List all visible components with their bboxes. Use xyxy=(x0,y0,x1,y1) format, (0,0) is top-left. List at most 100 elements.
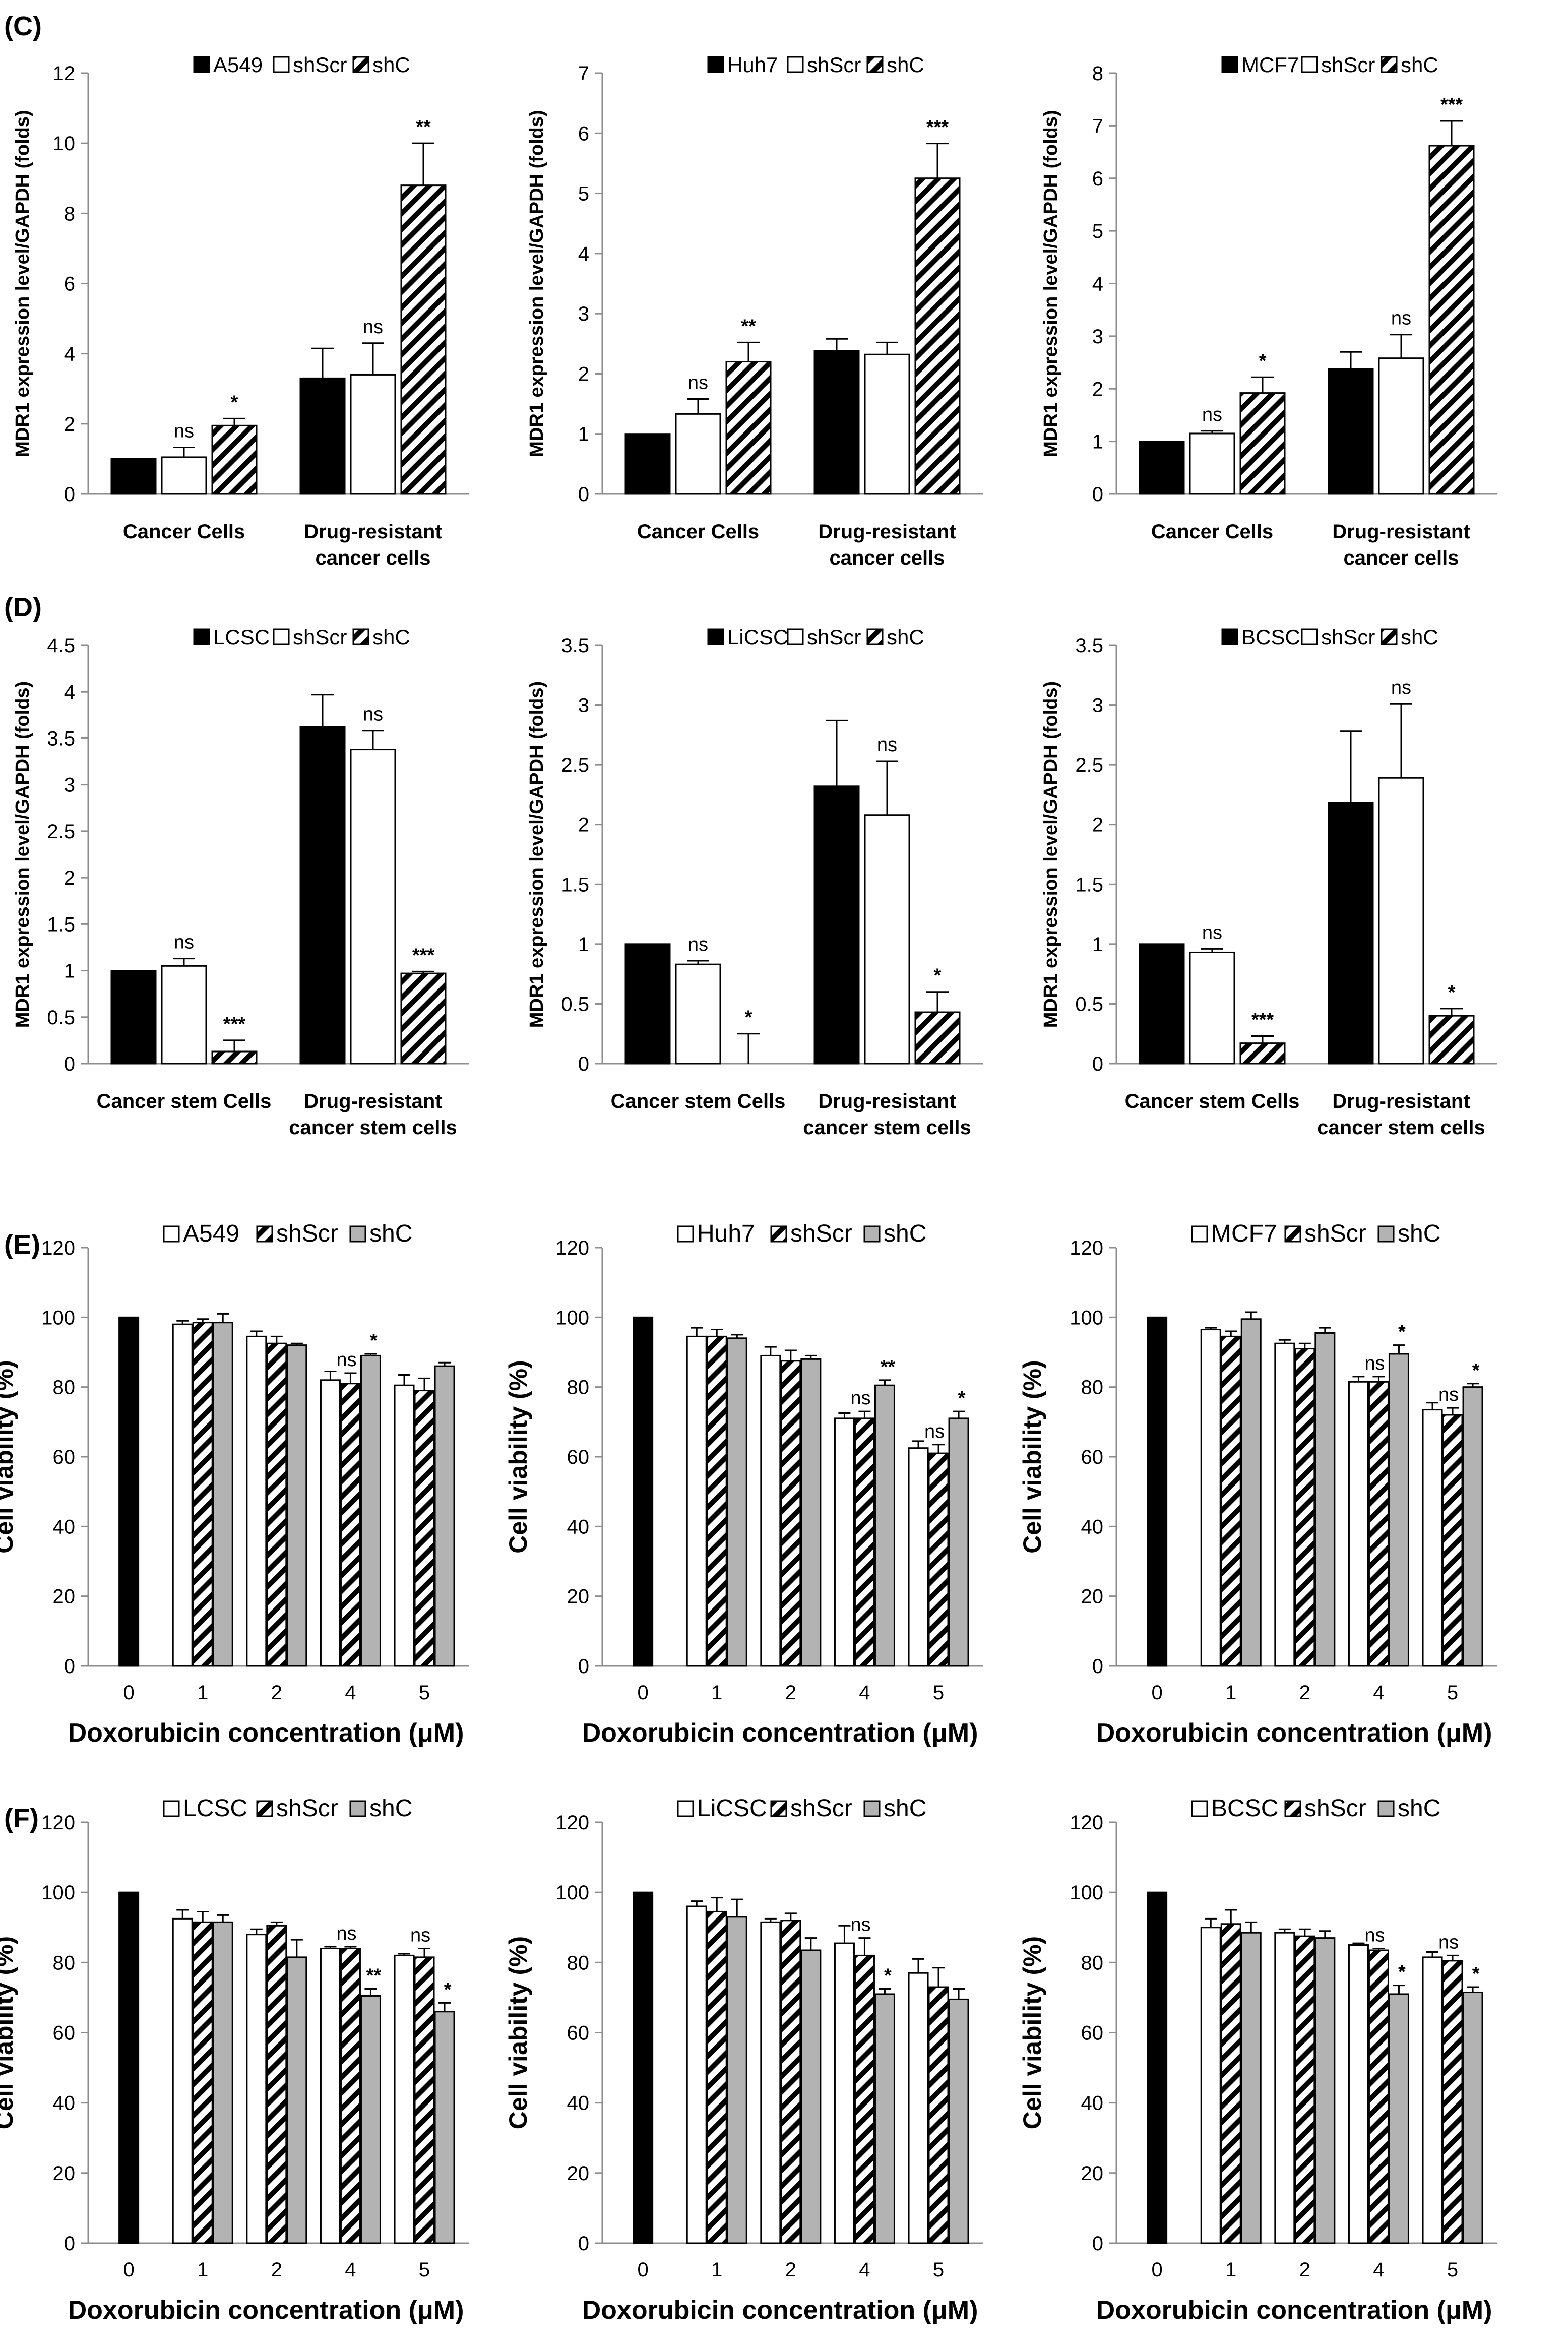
bar xyxy=(1428,145,1475,495)
legend-label: A549 xyxy=(183,1220,239,1247)
error-bar xyxy=(1201,430,1223,434)
error-bar xyxy=(362,730,384,750)
significance-label: ns xyxy=(410,1925,430,1946)
bar xyxy=(246,1934,267,2244)
legend-swatch xyxy=(163,1800,180,1817)
y-tick-label: 2 xyxy=(1092,814,1103,836)
y-tick-label: 1 xyxy=(64,960,75,982)
x-tick-label: 5 xyxy=(933,2259,944,2281)
error-bar xyxy=(912,1440,925,1448)
bar xyxy=(1240,1932,1262,2244)
legend-swatch xyxy=(193,628,210,645)
bar xyxy=(414,1390,435,1667)
bar xyxy=(299,377,346,495)
error-bar xyxy=(398,1953,411,1956)
bar xyxy=(211,1050,258,1065)
legend-label: BCSC xyxy=(1241,625,1300,649)
legend-label: Huh7 xyxy=(697,1220,755,1247)
legend-swatch xyxy=(1377,1225,1395,1243)
error-bar xyxy=(398,1374,411,1386)
bar xyxy=(1442,1960,1463,2244)
bar xyxy=(400,184,447,495)
error-bar xyxy=(1440,120,1463,146)
bar xyxy=(1274,1342,1295,1667)
error-bar xyxy=(784,1349,797,1361)
significance-label: *** xyxy=(412,945,435,966)
legend-swatch xyxy=(349,1225,366,1243)
error-bar xyxy=(173,958,195,966)
y-tick-label: 0 xyxy=(64,1655,75,1678)
bar xyxy=(360,1354,381,1667)
y-tick-label: 2 xyxy=(64,413,75,436)
legend-swatch xyxy=(770,1225,787,1243)
bar xyxy=(706,1335,727,1667)
y-tick-label: 1 xyxy=(578,934,589,956)
bar xyxy=(1314,1937,1336,2244)
legend-swatch xyxy=(256,1225,273,1243)
bar xyxy=(760,1921,781,2244)
error-bar xyxy=(173,446,195,457)
error-bar xyxy=(176,1909,189,1919)
error-bar xyxy=(364,1353,377,1356)
bar xyxy=(813,350,860,495)
y-tick-label: 80 xyxy=(1081,1377,1104,1399)
bar xyxy=(686,1905,707,2244)
y-tick-label: 3.5 xyxy=(561,635,589,657)
legend-label: shC xyxy=(1401,625,1438,649)
y-tick-label: 40 xyxy=(567,2092,590,2115)
y-tick-label: 4 xyxy=(64,343,75,365)
legend-label: shScr xyxy=(1304,1220,1366,1247)
legend-label: shScr xyxy=(1304,1795,1366,1822)
y-tick-label: 60 xyxy=(53,1446,76,1468)
error-bar xyxy=(290,1342,303,1345)
legend-label: shScr xyxy=(790,1795,852,1822)
error-bar xyxy=(858,1937,871,1956)
bar xyxy=(1274,1932,1295,2244)
y-tick-label: 3 xyxy=(578,303,589,325)
bar xyxy=(854,1417,875,1667)
legend-label: shC xyxy=(884,1220,926,1247)
x-tick-label: 1 xyxy=(711,2259,722,2281)
legend-swatch xyxy=(866,56,884,73)
bar xyxy=(1314,1332,1336,1667)
bar xyxy=(1239,1042,1286,1065)
y-tick-label: 0 xyxy=(64,483,75,506)
y-tick-label: 5 xyxy=(1092,220,1103,242)
y-tick-label: 2 xyxy=(1092,378,1103,400)
category-label: Cancer stem Cells xyxy=(1125,1090,1300,1112)
bar xyxy=(1462,1991,1483,2244)
legend-label: Huh7 xyxy=(727,53,778,77)
error-bar xyxy=(1440,1008,1463,1016)
legend-swatch xyxy=(1377,1800,1395,1817)
significance-label: ns xyxy=(850,1388,870,1409)
x-tick-label: 1 xyxy=(1225,1682,1236,1704)
error-bar xyxy=(953,1988,965,2000)
bar xyxy=(1189,432,1235,495)
error-bar xyxy=(418,1377,431,1391)
significance-label: ns xyxy=(688,934,708,955)
y-tick-label: 0 xyxy=(578,1053,589,1075)
y-tick-label: 40 xyxy=(1081,1516,1104,1538)
legend-swatch xyxy=(193,56,210,73)
significance-label: *** xyxy=(223,1014,246,1035)
error-bar xyxy=(324,1946,337,1949)
significance-label: *** xyxy=(1440,94,1463,115)
y-tick-label: 20 xyxy=(1081,2162,1104,2185)
bar xyxy=(394,1954,415,2244)
control-bar xyxy=(118,1891,140,2244)
y-tick-label: 3 xyxy=(1092,326,1103,348)
category-label: cancer cells xyxy=(829,547,945,569)
y-tick-label: 1 xyxy=(578,423,589,446)
bar xyxy=(1189,951,1235,1065)
bar xyxy=(1200,1329,1221,1667)
legend-label: shC xyxy=(887,625,924,649)
bar xyxy=(725,361,772,495)
legend-swatch xyxy=(677,1800,694,1817)
error-bar xyxy=(362,342,384,375)
error-bar xyxy=(311,347,334,379)
error-bar xyxy=(1205,1917,1217,1928)
error-bar xyxy=(1352,1376,1365,1382)
bar xyxy=(760,1354,781,1667)
